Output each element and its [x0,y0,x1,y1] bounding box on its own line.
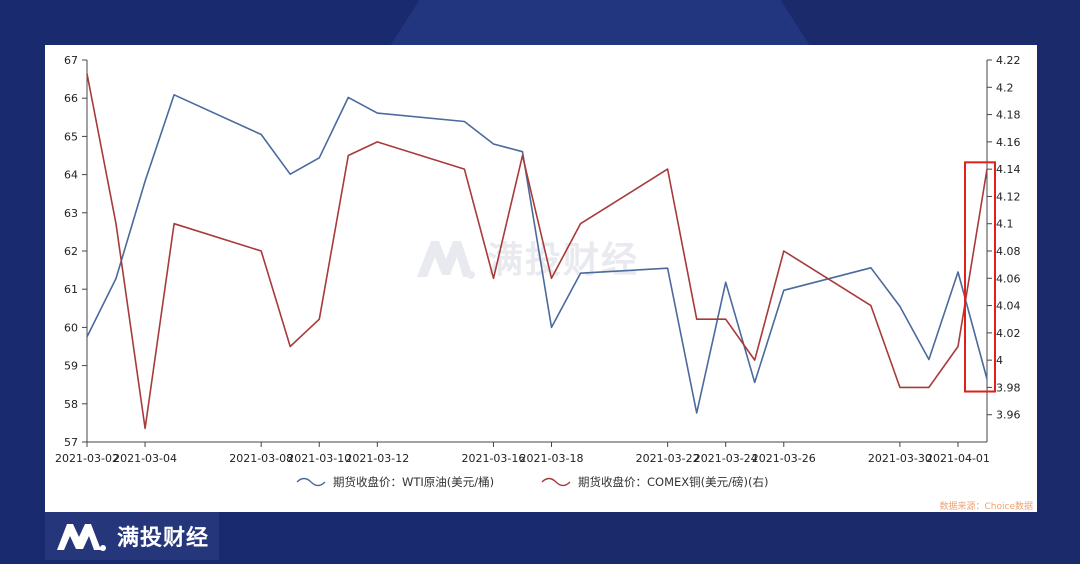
left-axis-tick-label: 59 [64,360,78,373]
x-axis-tick-label: 2021-03-30 [868,452,932,465]
right-axis-tick-label: 4.18 [996,109,1021,122]
x-axis-tick-label: 2021-03-04 [113,452,177,465]
x-axis-tick-label: 2021-04-01 [926,452,990,465]
right-axis-tick-label: 4.08 [996,245,1021,258]
left-axis-tick-label: 65 [64,130,78,143]
right-axis-tick-label: 4 [996,354,1003,367]
right-axis-tick-label: 4.22 [996,54,1021,67]
legend-wti-swatch [296,477,326,487]
right-axis-tick-label: 4.2 [996,81,1014,94]
brand-bar: 满投财经 [45,512,219,560]
x-axis-tick-label: 2021-03-08 [229,452,293,465]
right-axis-tick-label: 4.1 [996,218,1014,231]
x-axis-tick-label: 2021-03-24 [694,452,758,465]
left-axis-tick-label: 62 [64,245,78,258]
watermark-text: 满投财经 [487,240,640,281]
comex-copper-series-line [86,73,988,430]
background-top-tab [390,0,810,46]
x-axis-tick-label: 2021-03-26 [752,452,816,465]
left-axis-tick-label: 60 [64,321,78,334]
brand-name: 满投财经 [117,526,210,551]
right-axis-tick-label: 4.02 [996,327,1021,340]
right-axis-tick-label: 4.16 [996,136,1021,149]
x-axis-tick-label: 2021-03-22 [636,452,700,465]
left-axis-tick-label: 57 [64,436,78,449]
chart-card: 满投财经 57 58 59 60 61 62 63 64 65 66 67 3.96 3.98 4 4.02… [45,45,1037,512]
legend-copper-label: 期货收盘价：COMEX铜(美元/磅)(右) [578,475,768,489]
right-axis-tick-label: 4.14 [996,163,1021,176]
left-axis-tick-label: 67 [64,54,78,67]
right-axis-tick-label: 4.06 [996,272,1021,285]
left-axis-tick-label: 58 [64,398,78,411]
x-axis-tick-label: 2021-03-10 [287,452,351,465]
brand-logo-icon [57,524,106,551]
right-axis-tick-label: 4.04 [996,300,1021,313]
left-axis-tick-label: 64 [64,169,78,182]
x-axis-tick-label: 2021-03-02 [55,452,119,465]
legend-copper-swatch [541,477,571,487]
watermark: 满投财经 [415,231,639,283]
left-axis-tick-label: 63 [64,207,78,220]
source-note: 数据来源：Choice数据 [939,502,1033,512]
x-axis-tick-label: 2021-03-16 [461,452,525,465]
watermark-logo-icon [417,241,475,279]
legend-wti-label: 期货收盘价：WTI原油(美元/桶) [333,475,494,489]
right-axis-tick-label: 4.12 [996,190,1021,203]
left-axis-tick-label: 61 [64,283,78,296]
x-axis-tick-label: 2021-03-12 [345,452,409,465]
x-axis-tick-label: 2021-03-18 [520,452,584,465]
right-axis-tick-label: 3.96 [996,409,1021,422]
right-axis-tick-label: 3.98 [996,381,1021,394]
left-axis-tick-label: 66 [64,92,78,105]
last-value-highlight-box [964,161,996,393]
dual-axis-line-chart: 57 58 59 60 61 62 63 64 65 66 67 3.96 3.98 4 4.02 4.04 4… [55,54,1021,489]
wti-crude-series-line [86,93,988,414]
